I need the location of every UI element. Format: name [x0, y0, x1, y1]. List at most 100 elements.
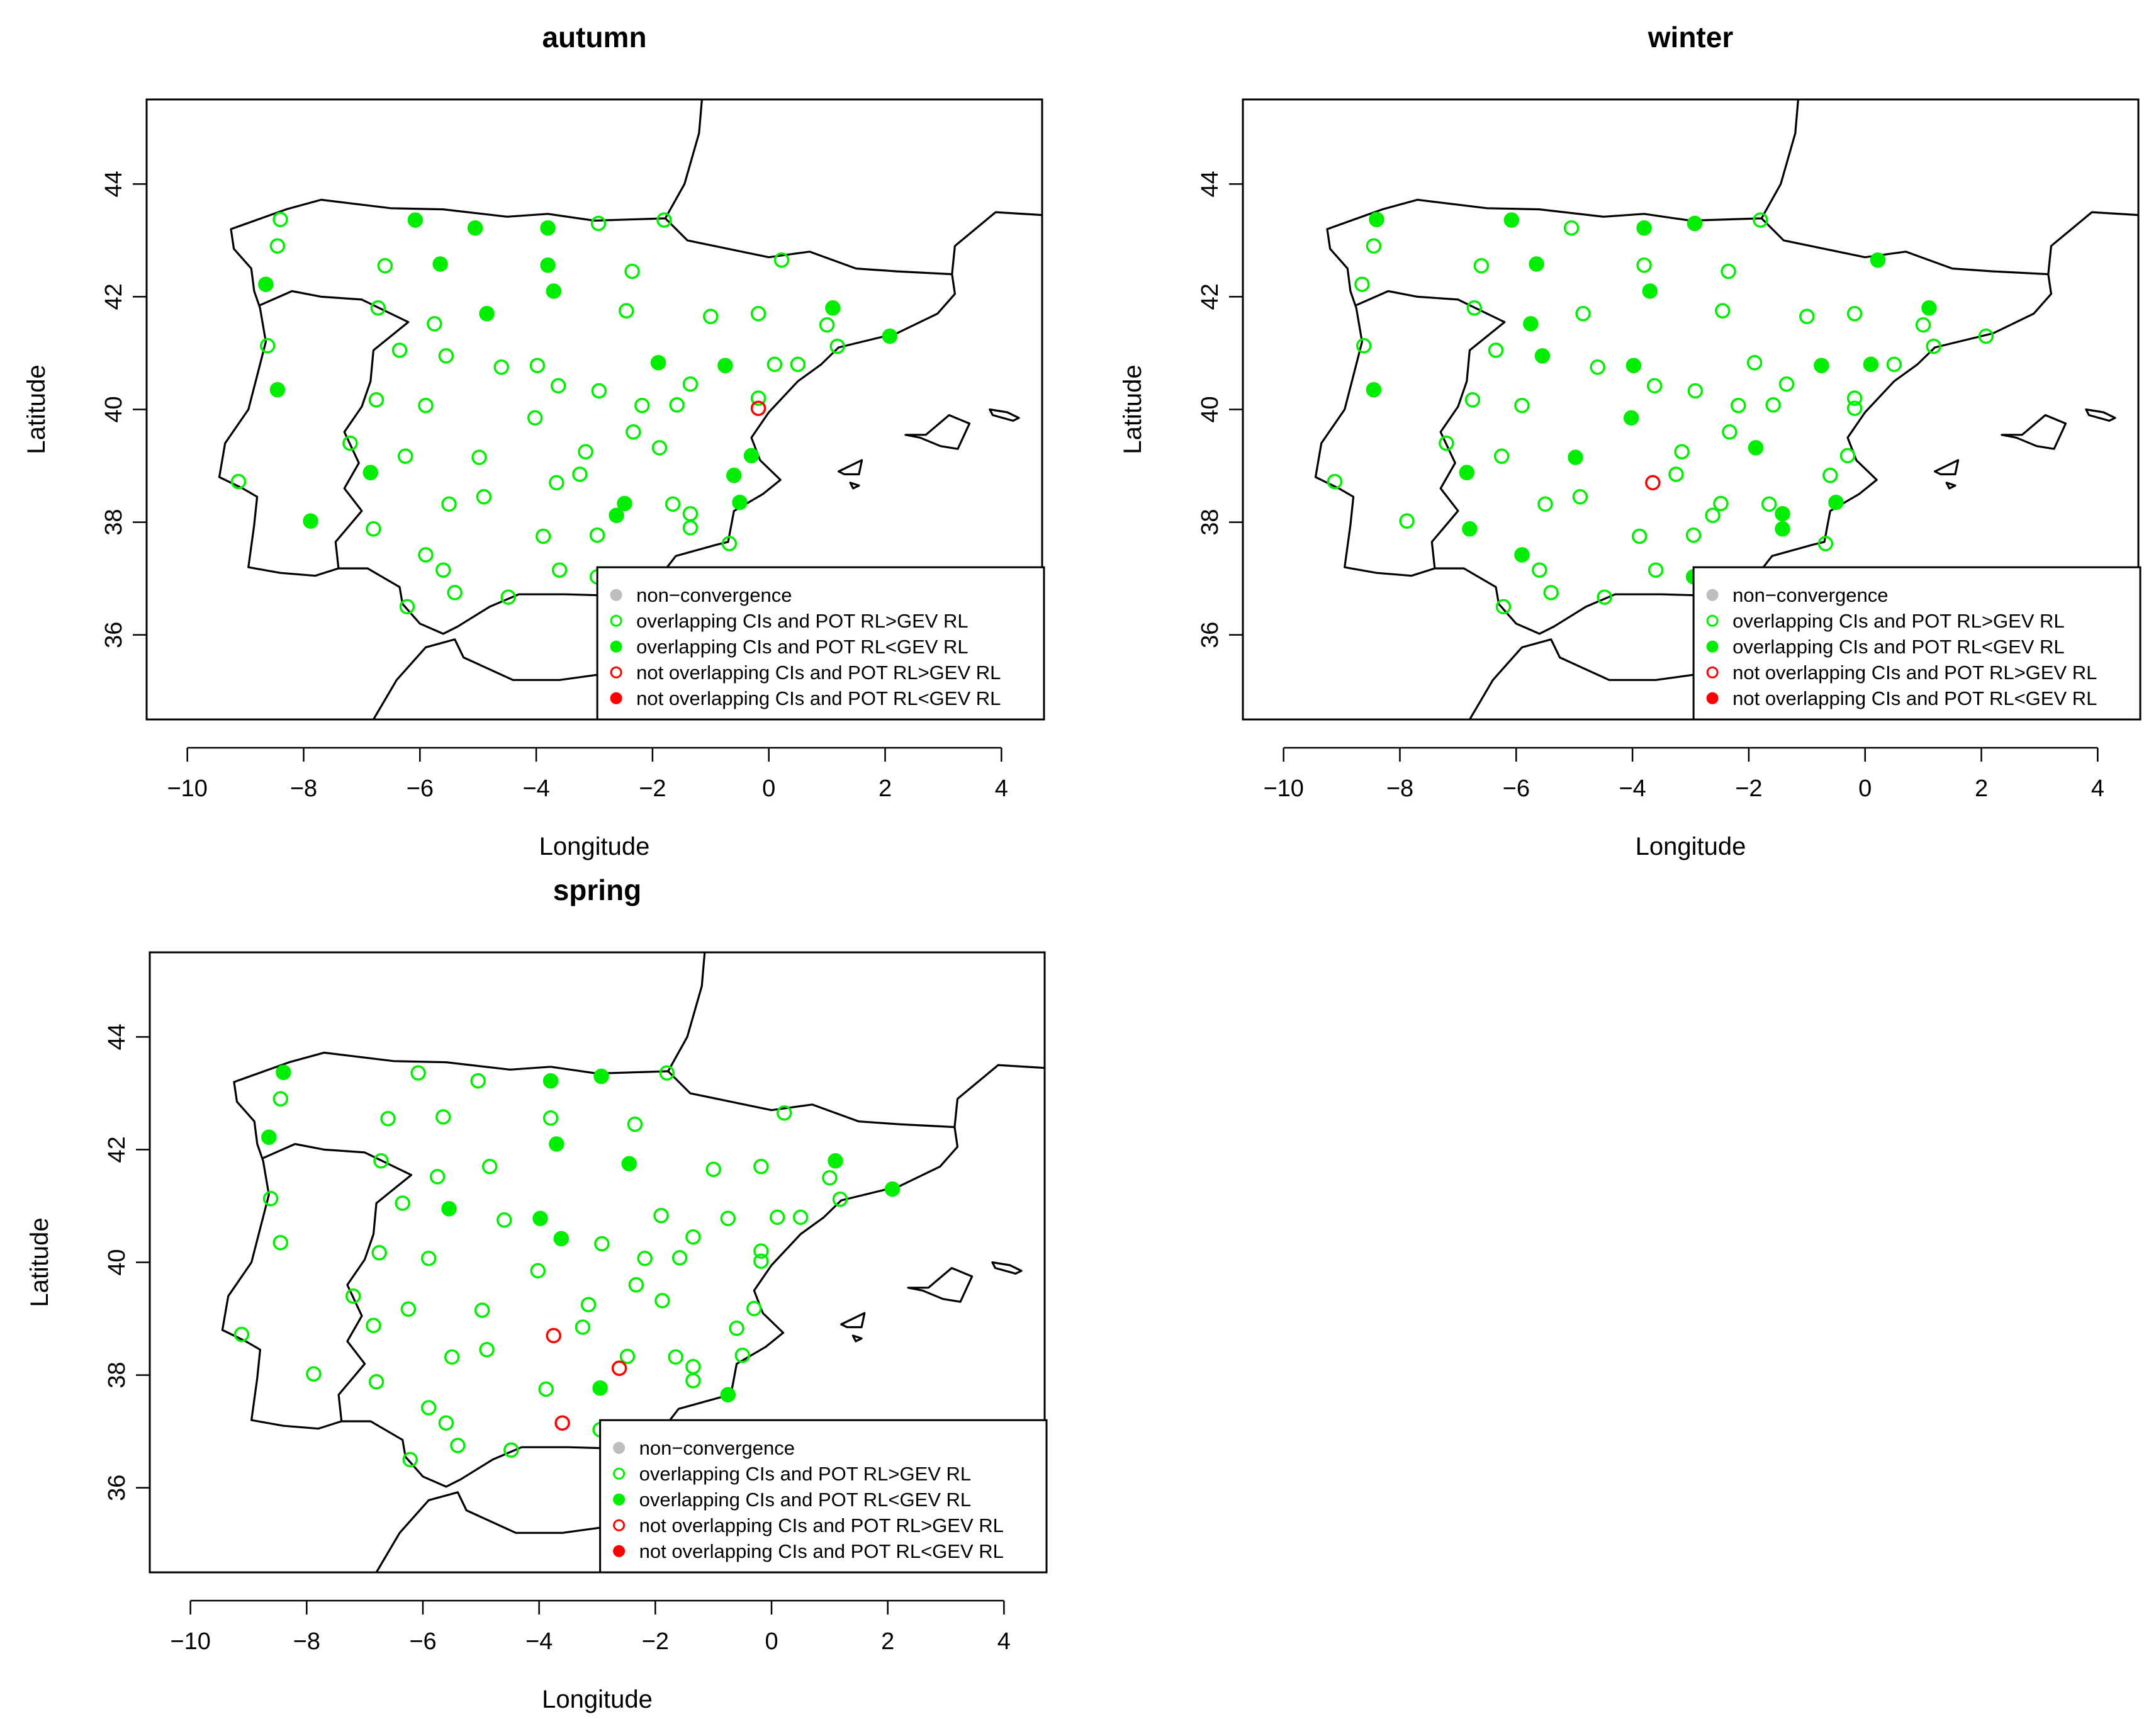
station-point — [619, 303, 634, 319]
station-points — [1327, 211, 1994, 615]
station-point — [1575, 306, 1591, 322]
station-point — [575, 1319, 591, 1335]
station-point — [550, 378, 566, 394]
y-tick-label: 40 — [104, 1249, 130, 1275]
station-point — [1572, 489, 1588, 505]
legend-box — [1692, 566, 2142, 721]
station-point — [819, 317, 835, 333]
panel-title: winter — [1648, 21, 1734, 54]
y-tick-label: 40 — [101, 396, 127, 422]
y-axis-label: Latitude — [1119, 364, 1147, 454]
station-point — [371, 1245, 387, 1261]
station-point — [671, 1250, 688, 1266]
station-point — [1775, 505, 1790, 522]
x-tick-label: −8 — [290, 775, 317, 802]
mallorca-island — [907, 1266, 974, 1303]
x-axis-label: Longitude — [1636, 833, 1746, 860]
station-point — [532, 1210, 548, 1226]
station-point — [617, 495, 632, 512]
station-point — [1761, 496, 1777, 512]
station-point — [418, 547, 434, 563]
station-point — [703, 308, 719, 325]
legend: non−convergence overlapping CIs and POT R… — [1692, 566, 2142, 721]
station-point — [306, 1366, 322, 1382]
y-tick-label: 44 — [101, 171, 127, 197]
station-point — [1534, 348, 1551, 364]
station-point — [1846, 306, 1863, 322]
legend-symbol — [1706, 692, 1719, 704]
legend-symbol — [613, 1545, 626, 1557]
ibiza-island — [840, 1312, 866, 1329]
station-point — [342, 435, 358, 451]
iberian-peninsula-outline — [218, 198, 956, 635]
station-point — [651, 440, 668, 456]
station-point — [420, 1400, 437, 1416]
mallorca-island — [2001, 414, 2067, 450]
station-point — [750, 390, 766, 406]
station-point — [470, 1073, 486, 1089]
iberian-peninsula-outline — [1314, 198, 2052, 635]
x-tick-label: −10 — [170, 1628, 210, 1655]
station-point — [1399, 513, 1415, 529]
station-point — [1466, 300, 1483, 316]
legend-symbol — [610, 666, 622, 679]
portugal-spain-border — [262, 1142, 413, 1422]
legend-entry-label: non−convergence — [1732, 584, 1888, 606]
station-point — [593, 1068, 609, 1085]
station-point — [1642, 283, 1658, 299]
station-point — [370, 300, 386, 316]
station-point — [546, 1327, 561, 1344]
y-tick-label: 36 — [1197, 622, 1223, 648]
station-point — [634, 397, 650, 414]
legend: non−convergence overlapping CIs and POT R… — [596, 566, 1045, 721]
ibiza-island — [1934, 459, 1960, 476]
station-point — [1523, 316, 1539, 332]
station-point — [444, 1349, 460, 1365]
station-point — [1462, 521, 1478, 537]
station-point — [627, 1116, 643, 1132]
station-point — [653, 1207, 669, 1224]
station-point — [1493, 448, 1510, 465]
x-tick-label: −2 — [639, 775, 666, 802]
station-point — [1537, 496, 1553, 512]
station-point — [654, 1293, 670, 1309]
x-tick-label: −6 — [407, 775, 434, 802]
station-point — [720, 1210, 736, 1226]
station-point — [261, 1129, 277, 1145]
station-point — [362, 465, 379, 481]
x-axis-label: Longitude — [542, 1686, 653, 1713]
legend-entry-label: not overlapping CIs and POT RL<GEV RL — [636, 687, 1001, 709]
station-point — [230, 473, 247, 490]
x-tick-label: 2 — [879, 775, 892, 802]
y-tick-label: 40 — [1197, 396, 1223, 422]
station-point — [1623, 410, 1639, 426]
x-tick-label: 0 — [765, 1628, 778, 1655]
station-point — [732, 494, 748, 510]
legend-entry-label: not overlapping CIs and POT RL>GEV RL — [639, 1514, 1004, 1536]
station-point — [628, 1277, 644, 1293]
formentera-island — [1945, 482, 1957, 490]
y-axis-label: Latitude — [26, 1217, 53, 1307]
station-point — [427, 316, 442, 332]
station-point — [542, 1073, 559, 1089]
x-tick-label: 4 — [2091, 775, 2104, 802]
station-point — [366, 521, 381, 537]
station-point — [832, 1191, 848, 1207]
station-point — [467, 220, 483, 236]
station-point — [1822, 468, 1838, 483]
station-point — [527, 410, 543, 426]
station-point — [1926, 338, 1941, 354]
formentera-island — [851, 1334, 863, 1343]
station-point — [750, 400, 766, 416]
station-point — [717, 358, 733, 373]
station-point — [769, 1209, 785, 1226]
station-point — [397, 448, 413, 465]
legend-symbol — [1706, 589, 1719, 601]
formentera-island — [849, 482, 860, 490]
x-tick-label: 2 — [881, 1628, 894, 1655]
station-point — [1915, 317, 1931, 333]
x-tick-label: −4 — [522, 775, 549, 802]
y-tick-label: 44 — [104, 1023, 130, 1050]
station-point — [650, 354, 666, 371]
station-point — [435, 1109, 451, 1125]
